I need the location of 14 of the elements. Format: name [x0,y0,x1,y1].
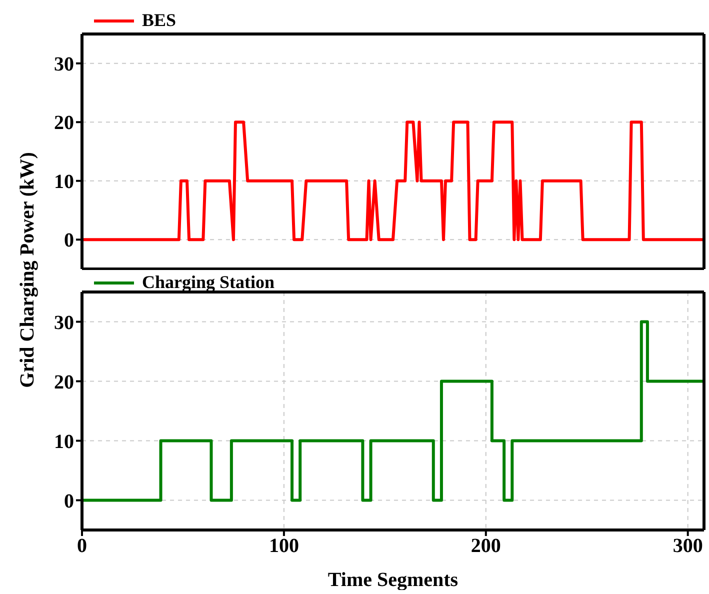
y-tick-label: 20 [54,371,74,394]
y-tick-label: 20 [54,112,74,134]
y-tick-label: 30 [54,312,74,334]
x-tick-label: 300 [672,535,703,558]
x-tick-label: 100 [268,535,299,558]
y-axis-title: Grid Charging Power (kW) [16,152,40,388]
x-tick-label: 200 [470,535,501,558]
y-tick-label: 0 [64,230,74,252]
legend-label: Charging Station [142,272,275,293]
y-tick-label: 0 [64,490,74,512]
y-tick-label: 10 [54,430,74,453]
y-tick-label: 30 [54,53,74,76]
legend-label: BES [142,10,176,31]
y-tick-label: 10 [54,170,74,193]
